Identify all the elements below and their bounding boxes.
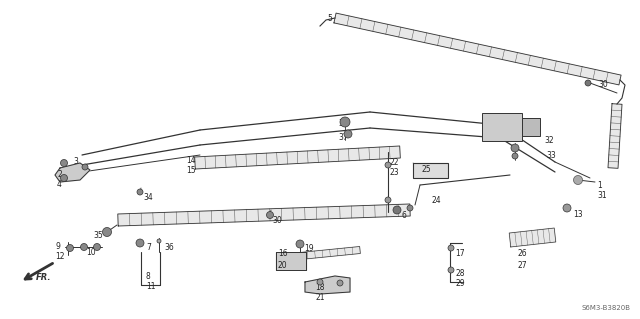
Text: 15: 15: [186, 166, 196, 175]
Circle shape: [340, 117, 350, 127]
Circle shape: [448, 245, 454, 251]
Circle shape: [136, 239, 144, 247]
Text: S6M3-B3820B: S6M3-B3820B: [581, 305, 630, 311]
Circle shape: [157, 239, 161, 243]
Circle shape: [61, 174, 67, 182]
Text: 30: 30: [598, 80, 608, 89]
Circle shape: [563, 204, 571, 212]
Text: 17: 17: [455, 249, 465, 258]
Text: 5: 5: [327, 14, 332, 23]
Text: 19: 19: [304, 244, 314, 253]
Text: 12: 12: [55, 252, 65, 261]
Circle shape: [137, 189, 143, 195]
Polygon shape: [300, 247, 360, 259]
Circle shape: [317, 279, 323, 285]
Text: 3: 3: [73, 157, 78, 166]
Text: 7: 7: [146, 243, 151, 252]
Text: 21: 21: [315, 293, 324, 302]
Text: 37: 37: [339, 133, 348, 142]
Circle shape: [82, 164, 88, 170]
Text: 2: 2: [57, 170, 61, 179]
Circle shape: [102, 227, 111, 236]
Bar: [413, 163, 448, 178]
Text: 1: 1: [597, 181, 602, 190]
Circle shape: [266, 211, 273, 219]
Text: 23: 23: [389, 168, 399, 177]
Circle shape: [385, 197, 391, 203]
Circle shape: [393, 206, 401, 214]
Circle shape: [585, 80, 591, 86]
Text: 22: 22: [389, 158, 399, 167]
Text: 20: 20: [278, 261, 287, 270]
Polygon shape: [608, 104, 622, 168]
Text: 35: 35: [93, 231, 103, 240]
Circle shape: [61, 160, 67, 167]
Bar: [522, 118, 540, 136]
Text: 14: 14: [186, 156, 196, 165]
Text: 33: 33: [546, 151, 556, 160]
Bar: [276, 252, 306, 270]
Text: 11: 11: [146, 282, 156, 291]
Text: 30: 30: [272, 216, 282, 225]
Circle shape: [512, 153, 518, 159]
Text: 18: 18: [315, 283, 324, 292]
Text: 9: 9: [55, 242, 60, 251]
Text: 6: 6: [401, 211, 406, 220]
Text: 16: 16: [278, 249, 287, 258]
Text: 27: 27: [517, 261, 527, 270]
Circle shape: [337, 280, 343, 286]
Circle shape: [385, 162, 391, 168]
Text: 38: 38: [339, 119, 348, 128]
Text: 24: 24: [432, 196, 442, 205]
Text: FR.: FR.: [36, 272, 51, 281]
Text: 25: 25: [422, 165, 431, 174]
Polygon shape: [509, 228, 556, 247]
Text: 13: 13: [573, 210, 582, 219]
Circle shape: [81, 243, 88, 250]
Polygon shape: [55, 163, 90, 182]
Circle shape: [296, 240, 304, 248]
Bar: [482, 113, 522, 141]
Circle shape: [344, 130, 352, 138]
Text: 8: 8: [146, 272, 151, 281]
Circle shape: [573, 175, 582, 184]
Polygon shape: [195, 146, 401, 169]
Circle shape: [511, 144, 519, 152]
Polygon shape: [118, 204, 410, 226]
Polygon shape: [334, 13, 621, 85]
Text: 28: 28: [455, 269, 465, 278]
Polygon shape: [305, 276, 350, 294]
Text: 4: 4: [57, 180, 62, 189]
Text: 29: 29: [455, 279, 465, 288]
Text: 32: 32: [544, 136, 554, 145]
Circle shape: [67, 244, 74, 251]
Text: 36: 36: [164, 243, 173, 252]
Text: 26: 26: [517, 249, 527, 258]
Circle shape: [93, 243, 100, 250]
Circle shape: [448, 267, 454, 273]
Text: 10: 10: [86, 248, 95, 257]
Circle shape: [407, 205, 413, 211]
Text: 34: 34: [143, 193, 153, 202]
Text: 31: 31: [597, 191, 607, 200]
